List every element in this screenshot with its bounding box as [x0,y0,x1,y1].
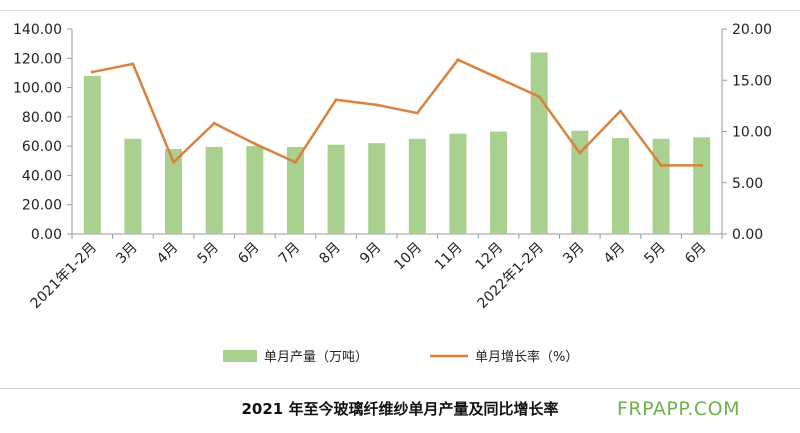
legend-bar-label: 单月产量（万吨） [264,350,368,365]
legend-line-label: 单月增长率（%） [475,349,578,365]
bar-production [449,133,467,234]
bar-production [286,146,304,234]
right-tick-label: 15.00 [732,73,772,89]
growth-rate-point [334,98,338,102]
x-category-label: 12月 [473,240,507,274]
bar-production [165,149,183,234]
x-category-label: 9月 [357,240,385,268]
bar-production [205,146,223,234]
right-tick-label: 0.00 [732,227,763,243]
chart-caption: 2021 年至今玻璃纤维纱单月产量及同比增长率 [241,400,559,418]
growth-rate-point [497,76,501,80]
growth-rate-point [537,95,541,99]
left-tick-label: 60.00 [22,139,62,155]
left-tick-label: 0.00 [31,227,62,243]
x-category-label: 4月 [154,240,182,268]
x-category-label: 6月 [682,240,710,268]
chart-svg: 0.00 20.00 40.00 60.00 80.00 100.00 120.00 140.… [13,22,772,365]
caption-rule [0,388,800,389]
left-tick-label: 40.00 [22,168,62,184]
right-tick-label: 10.00 [732,125,772,141]
growth-rate-point [578,151,582,155]
bar-production [571,130,589,234]
top-rule [0,10,800,11]
x-category-label: 8月 [316,240,344,268]
growth-rate-point [253,142,257,146]
growth-rate-point [659,163,663,167]
bar-production [611,138,629,234]
x-category-label: 10月 [391,240,425,274]
growth-rate-point [293,160,297,164]
growth-rate-point [618,109,622,113]
left-tick-label: 80.00 [22,110,62,126]
legend-bar-swatch [223,350,257,362]
growth-rate-point [212,121,216,125]
growth-rate-point [131,62,135,66]
left-tick-label: 20.00 [22,198,62,214]
growth-rate-point [172,160,176,164]
x-category-label: 7月 [276,240,304,268]
bar-production [124,138,142,234]
bar-production [490,131,508,234]
right-tick-label: 20.00 [732,22,772,38]
bar-production [530,52,548,234]
growth-rate-point [456,58,460,62]
left-tick-label: 120.00 [13,51,62,67]
left-tick-label: 140.00 [13,22,62,38]
bar-production [83,75,101,234]
growth-rate-point [90,70,94,74]
x-category-label: 6月 [235,240,263,268]
right-tick-label: 5.00 [732,176,763,192]
growth-rate-point [375,103,379,107]
bar-production [693,137,711,234]
growth-rate-point [415,111,419,115]
x-category-label: 4月 [601,240,629,268]
bar-production [408,138,426,234]
x-category-label: 5月 [194,240,222,268]
growth-rate-line [92,58,702,167]
x-category-label: 3月 [560,240,588,268]
watermark-text: FRPAPP.COM [617,398,740,420]
bar-production [246,146,264,234]
bar-production [327,144,345,234]
x-category-label: 11月 [432,240,466,274]
bar-production [368,143,386,234]
bar-production [652,138,670,234]
x-category-label: 2021年1-2月 [28,240,100,312]
growth-rate-point [700,163,704,167]
x-category-label: 5月 [641,240,669,268]
x-category-label: 3月 [113,240,141,268]
left-tick-label: 100.00 [13,81,62,97]
